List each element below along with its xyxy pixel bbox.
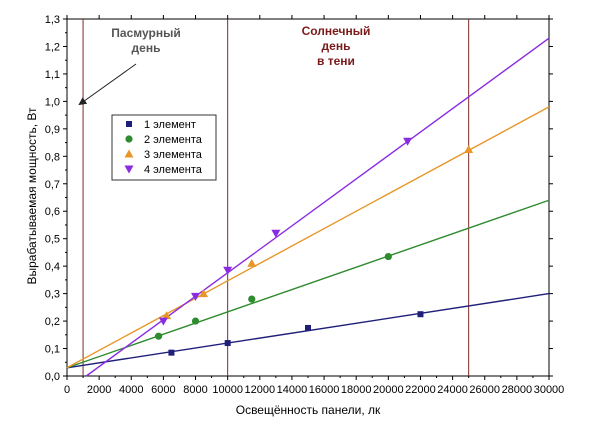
data-point-series-4: [191, 292, 201, 301]
y-tick-label: 0,2: [45, 316, 60, 328]
x-tick-label: 20000: [373, 384, 404, 396]
annotation-cloudy-day: Пасмурный день: [78, 26, 181, 106]
y-axis-title: Вырабатываемая мощность, Вт: [25, 107, 39, 285]
x-axis-title: Освещённость панели, лк: [236, 403, 381, 417]
legend-label-4: 4 элемента: [144, 164, 203, 176]
data-point-series-1: [305, 324, 311, 331]
annotation-sunny-line-2: день: [322, 39, 351, 53]
x-tick-label: 12000: [245, 384, 276, 396]
y-tick-label: 0,6: [45, 206, 60, 218]
data-point-series-4: [223, 266, 233, 275]
legend-marker-1: [126, 121, 132, 127]
data-point-series-1: [417, 311, 424, 318]
legend-marker-3: [124, 149, 134, 158]
data-point-series-3: [162, 311, 172, 320]
x-tick-label: 4000: [119, 384, 143, 396]
data-point-series-1: [168, 349, 175, 356]
x-tick-label: 22000: [405, 384, 436, 396]
data-point-series-4: [158, 317, 168, 326]
y-tick-label: 0,4: [45, 261, 60, 273]
legend-label-1: 1 элемент: [144, 119, 196, 131]
data-point-series-2: [384, 252, 392, 261]
y-tick-label: 0,5: [45, 234, 60, 246]
legend-label-2: 2 элемента: [144, 134, 203, 146]
fit-line-series-4: [85, 37, 550, 377]
legend-marker-4: [124, 165, 134, 174]
axes: 0 2000 4000 6000 8000 10000 12000 14000 16000 180…: [45, 14, 565, 396]
data-points: [154, 137, 474, 356]
x-tick-label: 16000: [309, 384, 340, 396]
annotation-sunny-line-1: Солнечный: [302, 24, 371, 38]
data-point-series-4: [403, 137, 413, 146]
y-tick-label: 0,0: [45, 371, 60, 383]
x-tick-label: 2000: [87, 384, 111, 396]
data-point-series-2: [154, 332, 163, 340]
x-tick-label: 30000: [534, 384, 565, 396]
x-tick-label: 18000: [341, 384, 372, 396]
legend-markers: [124, 121, 134, 174]
data-point-series-3: [464, 144, 474, 153]
legend: 1 элемент 2 элемента 3 элемента 4 элемен…: [111, 114, 217, 181]
x-tick-label: 28000: [502, 384, 533, 396]
y-tick-label: 0,7: [45, 179, 60, 191]
y-tick-label: 1,3: [45, 14, 60, 26]
x-tick-label: 26000: [469, 384, 500, 396]
annotation-cloudy-line-2: день: [132, 41, 161, 55]
data-point-series-1: [224, 340, 231, 347]
legend-label-3: 3 элемента: [144, 149, 203, 161]
data-point-series-3: [247, 258, 257, 267]
data-point-series-3: [199, 289, 209, 298]
y-tick-label: 0,1: [45, 344, 60, 356]
annotation-sunny-line-3: в тени: [317, 54, 355, 68]
legend-marker-2: [125, 135, 133, 143]
x-tick-label: 14000: [277, 384, 308, 396]
y-tick-label: 0,9: [45, 124, 60, 136]
vertical-reference-lines: [82, 19, 470, 376]
data-point-series-2: [191, 317, 200, 325]
plot-frame: [66, 18, 550, 377]
x-tick-label: 10000: [212, 384, 243, 396]
x-tick-label: 24000: [437, 384, 468, 396]
y-tick-label: 0,3: [45, 289, 60, 301]
x-tick-label: 8000: [183, 384, 207, 396]
y-tick-label: 1,2: [45, 41, 60, 53]
y-tick-label: 1,0: [45, 96, 60, 108]
y-tick-label: 0,8: [45, 151, 60, 163]
y-tick-label: 1,1: [45, 69, 60, 81]
annotation-cloudy-line-1: Пасмурный: [111, 26, 180, 40]
annotation-arrow: [78, 63, 137, 106]
data-point-series-2: [248, 295, 256, 303]
x-tick-label: 0: [64, 384, 70, 396]
annotation-sunny-shade: Солнечный день в тени: [302, 24, 371, 68]
fit-line-series-2: [66, 199, 550, 369]
data-point-series-4: [271, 229, 281, 238]
x-tick-label: 6000: [151, 384, 175, 396]
